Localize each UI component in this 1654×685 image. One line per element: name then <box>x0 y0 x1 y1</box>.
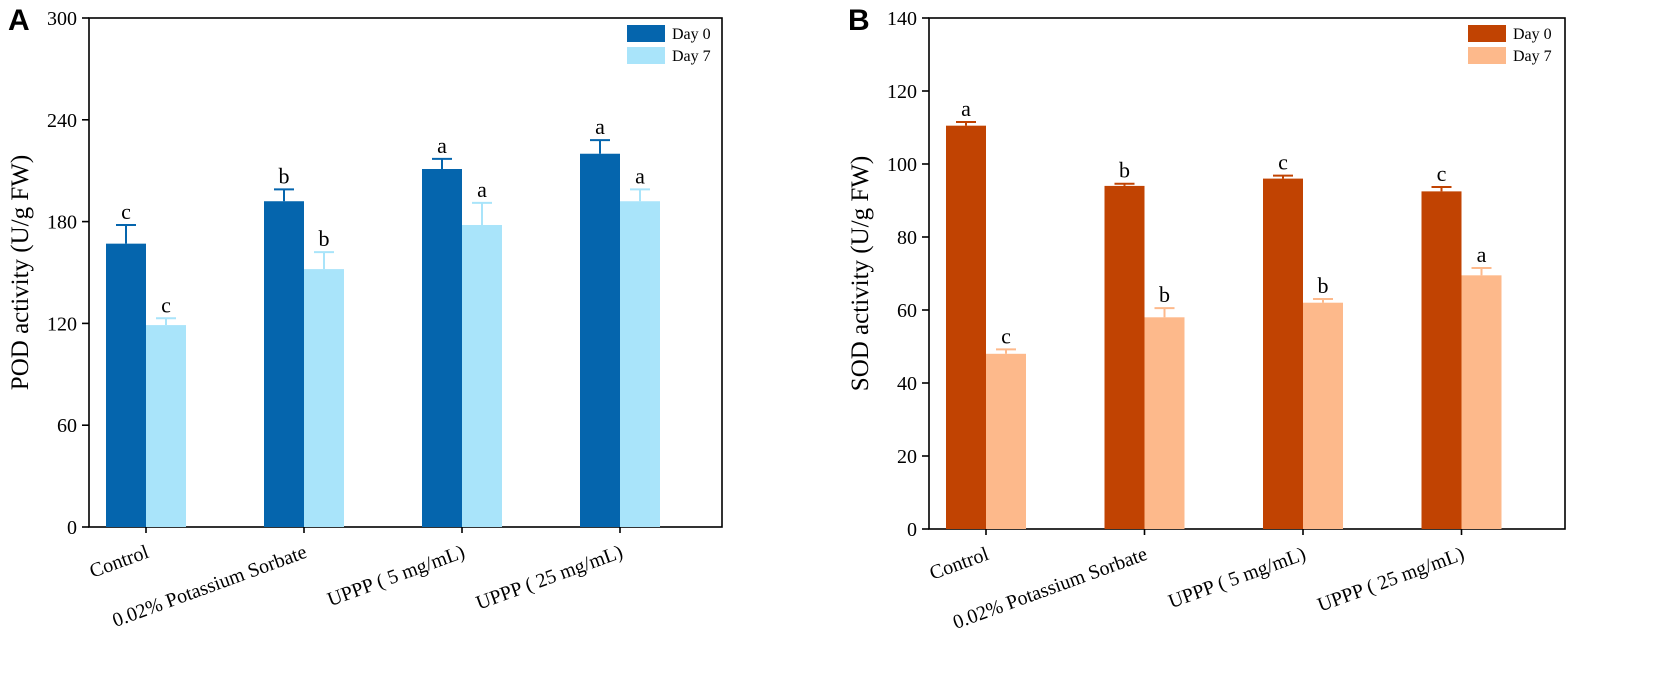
significance-label: b <box>1318 273 1329 298</box>
significance-label: b <box>1159 282 1170 307</box>
bar-day-0 <box>106 243 146 527</box>
bar-day-7 <box>1144 317 1185 529</box>
bar-day-0 <box>580 153 620 527</box>
chart-panel-a: A 0 60 120 180 240 300 POD activity (U/g FW) c c C… <box>7 4 723 632</box>
category-label: Control <box>87 541 152 583</box>
category-label: UPPP ( 25 mg/mL) <box>1315 543 1468 616</box>
y-tick-label: 120 <box>47 313 77 335</box>
significance-label: c <box>1278 150 1288 175</box>
legend-label: Day 7 <box>1513 48 1552 65</box>
significance-label: c <box>1001 323 1011 348</box>
bar-day-0 <box>1104 185 1145 529</box>
significance-label: a <box>961 96 971 121</box>
bar-day-7 <box>304 269 344 527</box>
significance-label: b <box>319 226 330 251</box>
significance-label: a <box>635 163 645 188</box>
y-tick-label: 0 <box>67 517 77 539</box>
panel-letter: B <box>848 4 870 37</box>
legend-label: Day 7 <box>672 48 711 65</box>
chart-panel-b: B 0 20 40 60 80 100 120 140 SOD activity (U/g FW)… <box>847 4 1566 634</box>
y-tick-label: 80 <box>897 227 917 249</box>
y-tick-label: 300 <box>47 8 77 30</box>
y-tick-label: 140 <box>887 8 917 30</box>
legend-label: Day 0 <box>1513 26 1552 43</box>
significance-label: a <box>595 114 605 139</box>
category-label: Control <box>927 543 992 585</box>
bar-day-0 <box>946 125 986 530</box>
bar-day-0 <box>422 169 462 527</box>
y-tick-label: 100 <box>887 154 917 176</box>
significance-label: b <box>279 163 290 188</box>
plot-frame <box>88 17 723 528</box>
bar-day-7 <box>462 224 502 527</box>
y-tick-label: 180 <box>47 212 77 234</box>
plot-frame <box>928 17 1566 530</box>
y-tick-label: 40 <box>897 373 917 395</box>
legend-swatch-day-0 <box>627 25 665 42</box>
y-tick-label: 0 <box>907 519 917 541</box>
bar-day-0 <box>1421 191 1462 529</box>
y-tick-label: 20 <box>897 446 917 468</box>
bar-day-7 <box>1303 302 1343 529</box>
significance-label: c <box>121 199 131 224</box>
bar-day-7 <box>620 201 660 528</box>
y-tick-label: 60 <box>897 300 917 322</box>
legend-label: Day 0 <box>672 26 711 43</box>
legend-swatch-day-7 <box>1468 47 1506 64</box>
bar-day-7 <box>146 325 186 527</box>
legend-swatch-day-0 <box>1468 25 1506 42</box>
significance-label: a <box>437 133 447 158</box>
significance-label: b <box>1119 158 1130 183</box>
bar-day-0 <box>264 201 304 528</box>
y-axis-title: POD activity (U/g FW) <box>7 155 34 390</box>
y-tick-label: 120 <box>887 81 917 103</box>
panel-letter: A <box>8 4 30 37</box>
significance-label: c <box>161 292 171 317</box>
bar-day-7 <box>1461 275 1502 529</box>
significance-label: c <box>1437 161 1447 186</box>
category-label: UPPP ( 5 mg/mL) <box>325 541 468 611</box>
y-axis-title: SOD activity (U/g FW) <box>847 156 874 391</box>
bar-day-0 <box>1263 178 1303 529</box>
bar-day-7 <box>986 353 1026 529</box>
y-tick-label: 240 <box>47 110 77 132</box>
category-label: UPPP ( 5 mg/mL) <box>1166 543 1309 613</box>
legend-swatch-day-7 <box>627 47 665 64</box>
y-tick-label: 60 <box>57 415 77 437</box>
category-label: UPPP ( 25 mg/mL) <box>473 541 626 614</box>
significance-label: a <box>477 177 487 202</box>
significance-label: a <box>1477 242 1487 267</box>
